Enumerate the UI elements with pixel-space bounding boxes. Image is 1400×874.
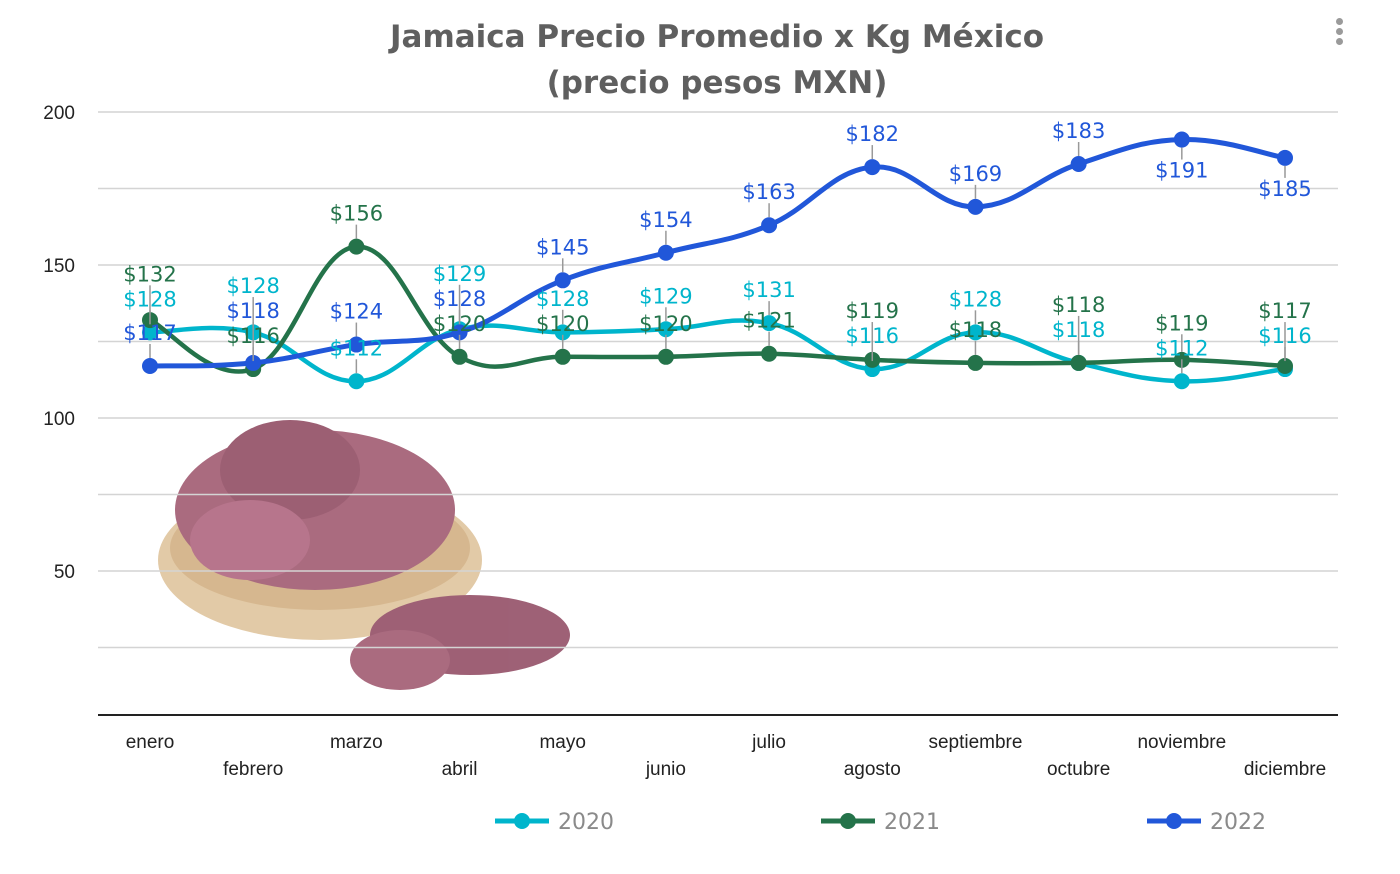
data-label-2021: $117	[1258, 299, 1311, 323]
legend-marker-2020	[514, 813, 530, 829]
title-line: Jamaica Precio Promedio x Kg México	[389, 19, 1044, 55]
x-tick-label: julio	[751, 732, 786, 753]
data-point-2021	[967, 354, 984, 371]
x-tick-label: enero	[126, 732, 175, 753]
data-label-2021: $119	[846, 299, 899, 323]
legend-marker-2021	[840, 813, 856, 829]
x-tick-label: octubre	[1047, 759, 1110, 780]
kebab-menu-icon[interactable]	[1332, 18, 1346, 52]
data-point-2022	[1070, 156, 1087, 173]
data-label-2022: $117	[123, 321, 176, 345]
x-tick-label: mayo	[539, 732, 585, 753]
data-point-2022	[451, 324, 468, 341]
data-point-2022	[864, 159, 881, 176]
data-point-2020	[348, 373, 365, 390]
y-tick-label: 50	[54, 562, 75, 583]
y-tick-label: 100	[43, 409, 75, 430]
data-label-2022: $124	[330, 300, 383, 324]
x-tick-label: agosto	[844, 759, 901, 780]
data-point-2020	[657, 321, 674, 338]
data-point-2020	[761, 315, 778, 332]
data-label-2022: $145	[536, 235, 589, 259]
data-point-2022	[245, 354, 262, 371]
data-label-2022: $191	[1155, 159, 1208, 183]
data-point-2021	[348, 238, 365, 255]
data-point-2022	[1277, 149, 1293, 166]
x-tick-label: abril	[442, 759, 478, 780]
chart-title: Jamaica Precio Promedio x Kg México (pre…	[0, 14, 1400, 106]
data-label-2020: $129	[433, 262, 486, 286]
data-label-2022: $182	[846, 122, 899, 146]
data-label-2021: $156	[330, 202, 383, 226]
data-label-2020: $129	[639, 284, 692, 308]
data-point-2022	[657, 244, 674, 261]
data-label-2021: $118	[1052, 293, 1105, 317]
data-point-2022	[761, 217, 778, 234]
data-label-2020: $128	[536, 287, 589, 311]
y-tick-label: 200	[43, 103, 75, 124]
data-point-2020	[967, 324, 984, 341]
data-label-2022: $163	[742, 180, 795, 204]
hibiscus-basket-image	[158, 420, 570, 690]
data-point-2021	[657, 348, 674, 365]
data-point-2022	[1173, 131, 1190, 148]
data-point-2021	[554, 348, 571, 365]
y-tick-label: 150	[43, 256, 75, 277]
data-label-2021: $132	[123, 262, 176, 286]
subtitle-line: (precio pesos MXN)	[546, 65, 888, 101]
data-label-2020: $112	[330, 336, 383, 360]
legend-label-2021: 2021	[884, 810, 940, 835]
x-tick-label: noviembre	[1137, 732, 1226, 753]
legend-marker-2022	[1166, 813, 1182, 829]
data-point-2021	[1277, 357, 1293, 374]
data-label-2020: $131	[742, 278, 795, 302]
data-point-2020	[554, 324, 571, 341]
legend-label-2020: 2020	[558, 810, 614, 835]
data-point-2021	[761, 345, 778, 362]
data-point-2020	[142, 324, 158, 341]
series-line-2022	[149, 137, 1286, 369]
data-label-2020: $128	[949, 287, 1002, 311]
data-point-2022	[967, 198, 984, 215]
data-point-2022	[142, 357, 158, 374]
data-point-2022	[554, 272, 571, 289]
x-tick-label: septiembre	[928, 732, 1022, 753]
data-label-2021: $119	[1155, 311, 1208, 335]
x-tick-label: diciembre	[1244, 759, 1326, 780]
data-label-2022: $183	[1052, 119, 1105, 143]
legend-label-2022: 2022	[1210, 810, 1266, 835]
data-label-2020: $128	[226, 274, 279, 298]
data-point-2020	[1173, 373, 1190, 390]
x-tick-label: marzo	[330, 732, 383, 753]
x-tick-label: febrero	[223, 759, 283, 780]
data-point-2021	[451, 348, 468, 365]
data-label-2022: $154	[639, 208, 692, 232]
data-label-2022: $185	[1258, 177, 1311, 201]
data-point-2021	[1070, 354, 1087, 371]
x-tick-label: junio	[645, 759, 686, 780]
data-label-2022: $169	[949, 162, 1002, 186]
data-point-2022	[348, 336, 365, 353]
